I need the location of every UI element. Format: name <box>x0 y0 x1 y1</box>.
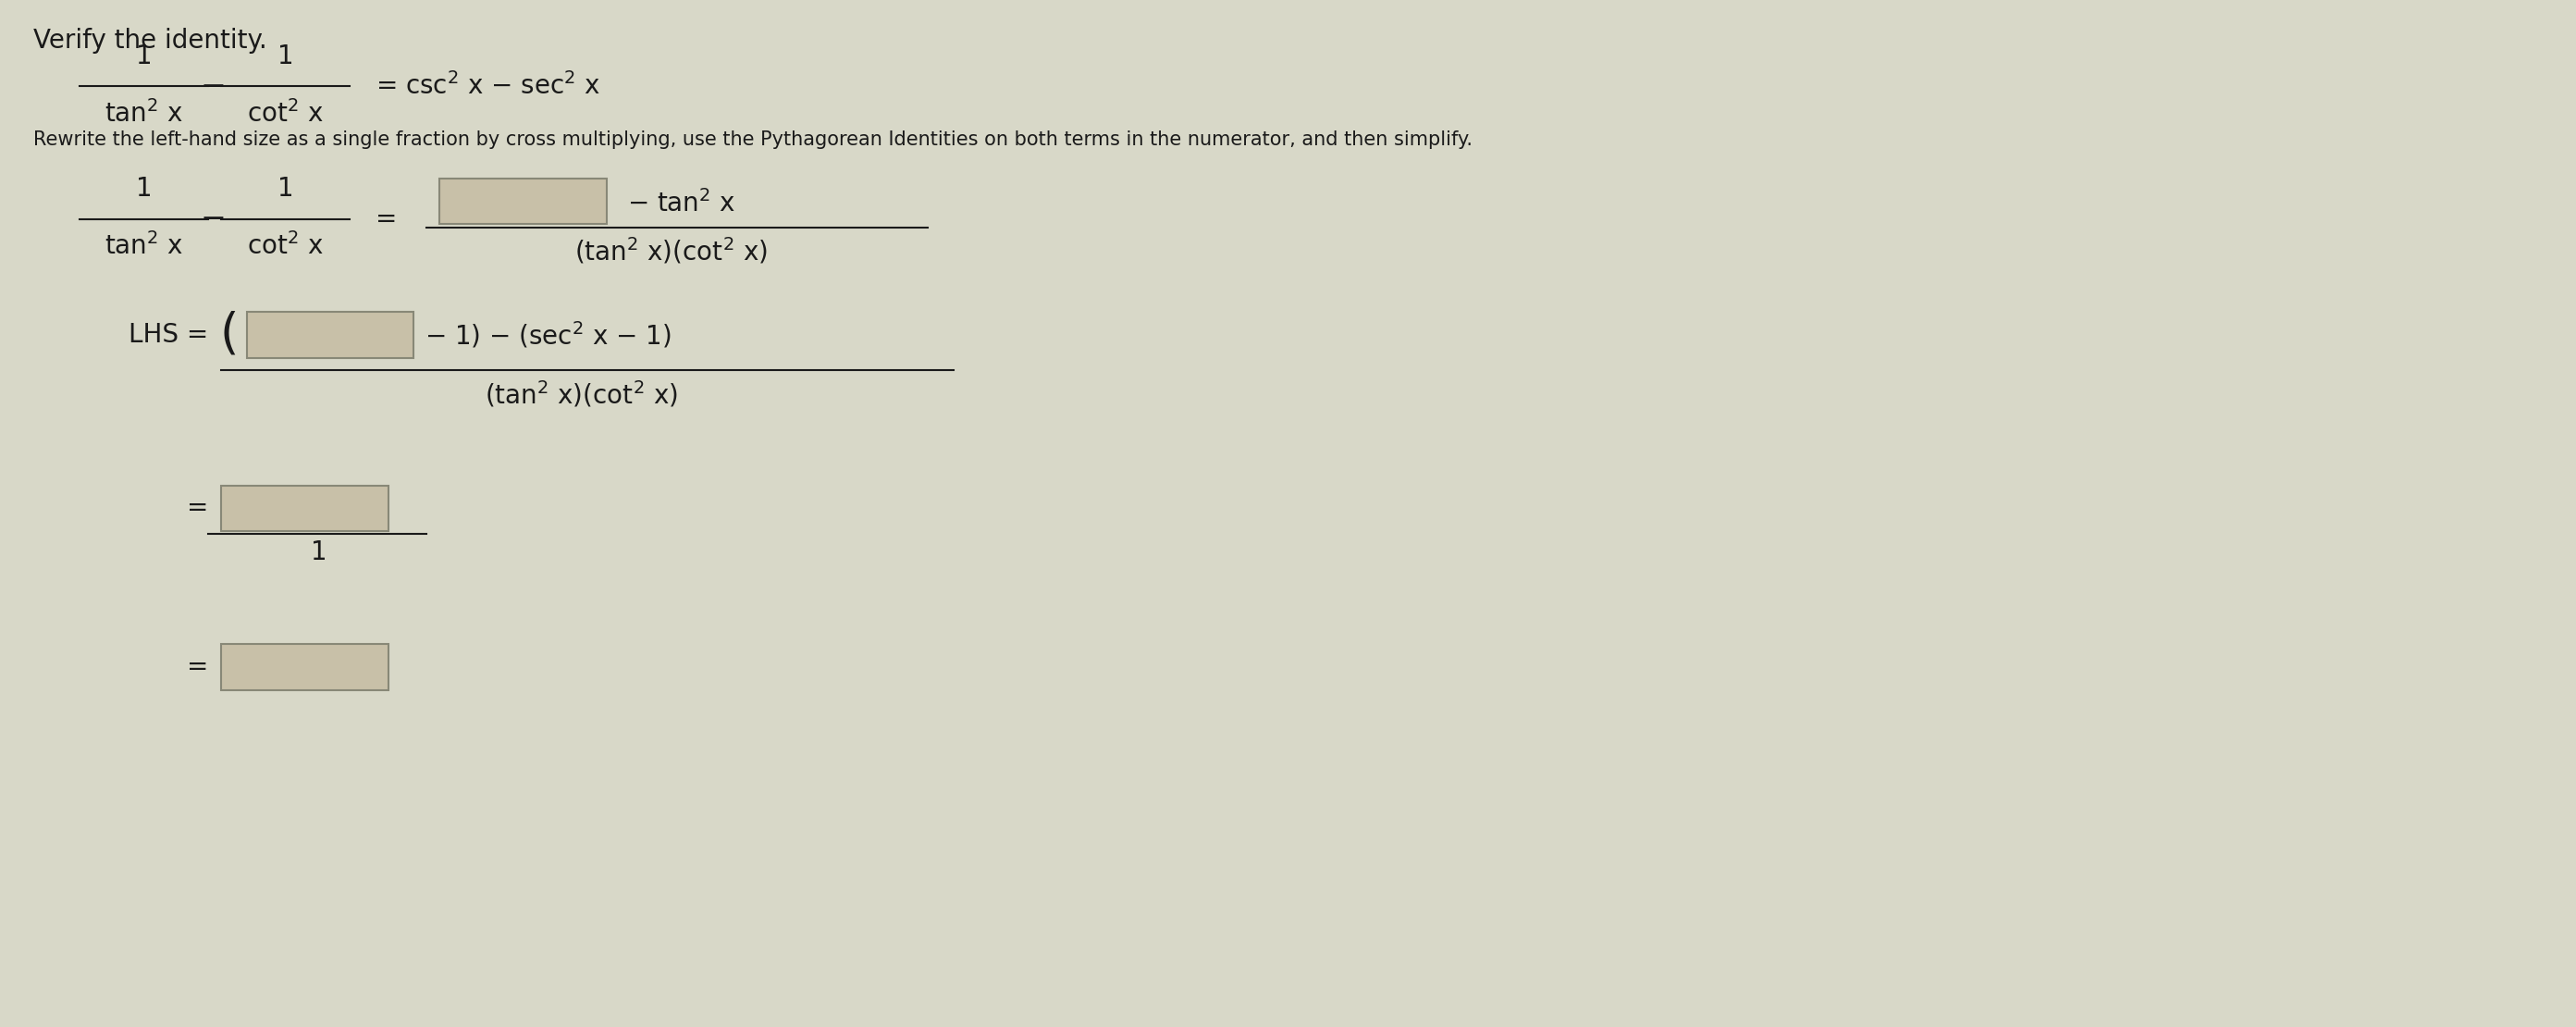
Text: 1: 1 <box>278 43 294 69</box>
Bar <box>222 486 389 531</box>
Text: 1: 1 <box>312 539 327 565</box>
Text: Verify the identity.: Verify the identity. <box>33 28 268 54</box>
Text: 1: 1 <box>278 176 294 202</box>
Text: 1: 1 <box>137 176 152 202</box>
Text: (tan$^2$ x)(cot$^2$ x): (tan$^2$ x)(cot$^2$ x) <box>574 235 768 266</box>
Text: cot$^2$ x: cot$^2$ x <box>247 100 325 127</box>
Text: −: − <box>201 71 227 102</box>
Text: =: = <box>185 654 209 680</box>
Bar <box>222 644 389 690</box>
Text: (tan$^2$ x)(cot$^2$ x): (tan$^2$ x)(cot$^2$ x) <box>484 379 677 409</box>
Text: =: = <box>376 206 397 232</box>
Text: =: = <box>185 495 209 522</box>
Text: 1: 1 <box>137 43 152 69</box>
Text: cot$^2$ x: cot$^2$ x <box>247 232 325 260</box>
Text: tan$^2$ x: tan$^2$ x <box>106 232 183 260</box>
Text: Rewrite the left-hand size as a single fraction by cross multiplying, use the Py: Rewrite the left-hand size as a single f… <box>33 130 1473 149</box>
Text: LHS =: LHS = <box>129 321 209 347</box>
Bar <box>247 311 415 357</box>
Bar <box>440 179 608 224</box>
Text: − tan$^2$ x: − tan$^2$ x <box>629 190 737 218</box>
Text: tan$^2$ x: tan$^2$ x <box>106 100 183 127</box>
Text: −: − <box>201 204 227 234</box>
Text: (: ( <box>219 310 240 358</box>
Text: = csc$^2$ x − sec$^2$ x: = csc$^2$ x − sec$^2$ x <box>376 73 600 101</box>
Text: − 1) − (sec$^2$ x − 1): − 1) − (sec$^2$ x − 1) <box>425 319 670 350</box>
